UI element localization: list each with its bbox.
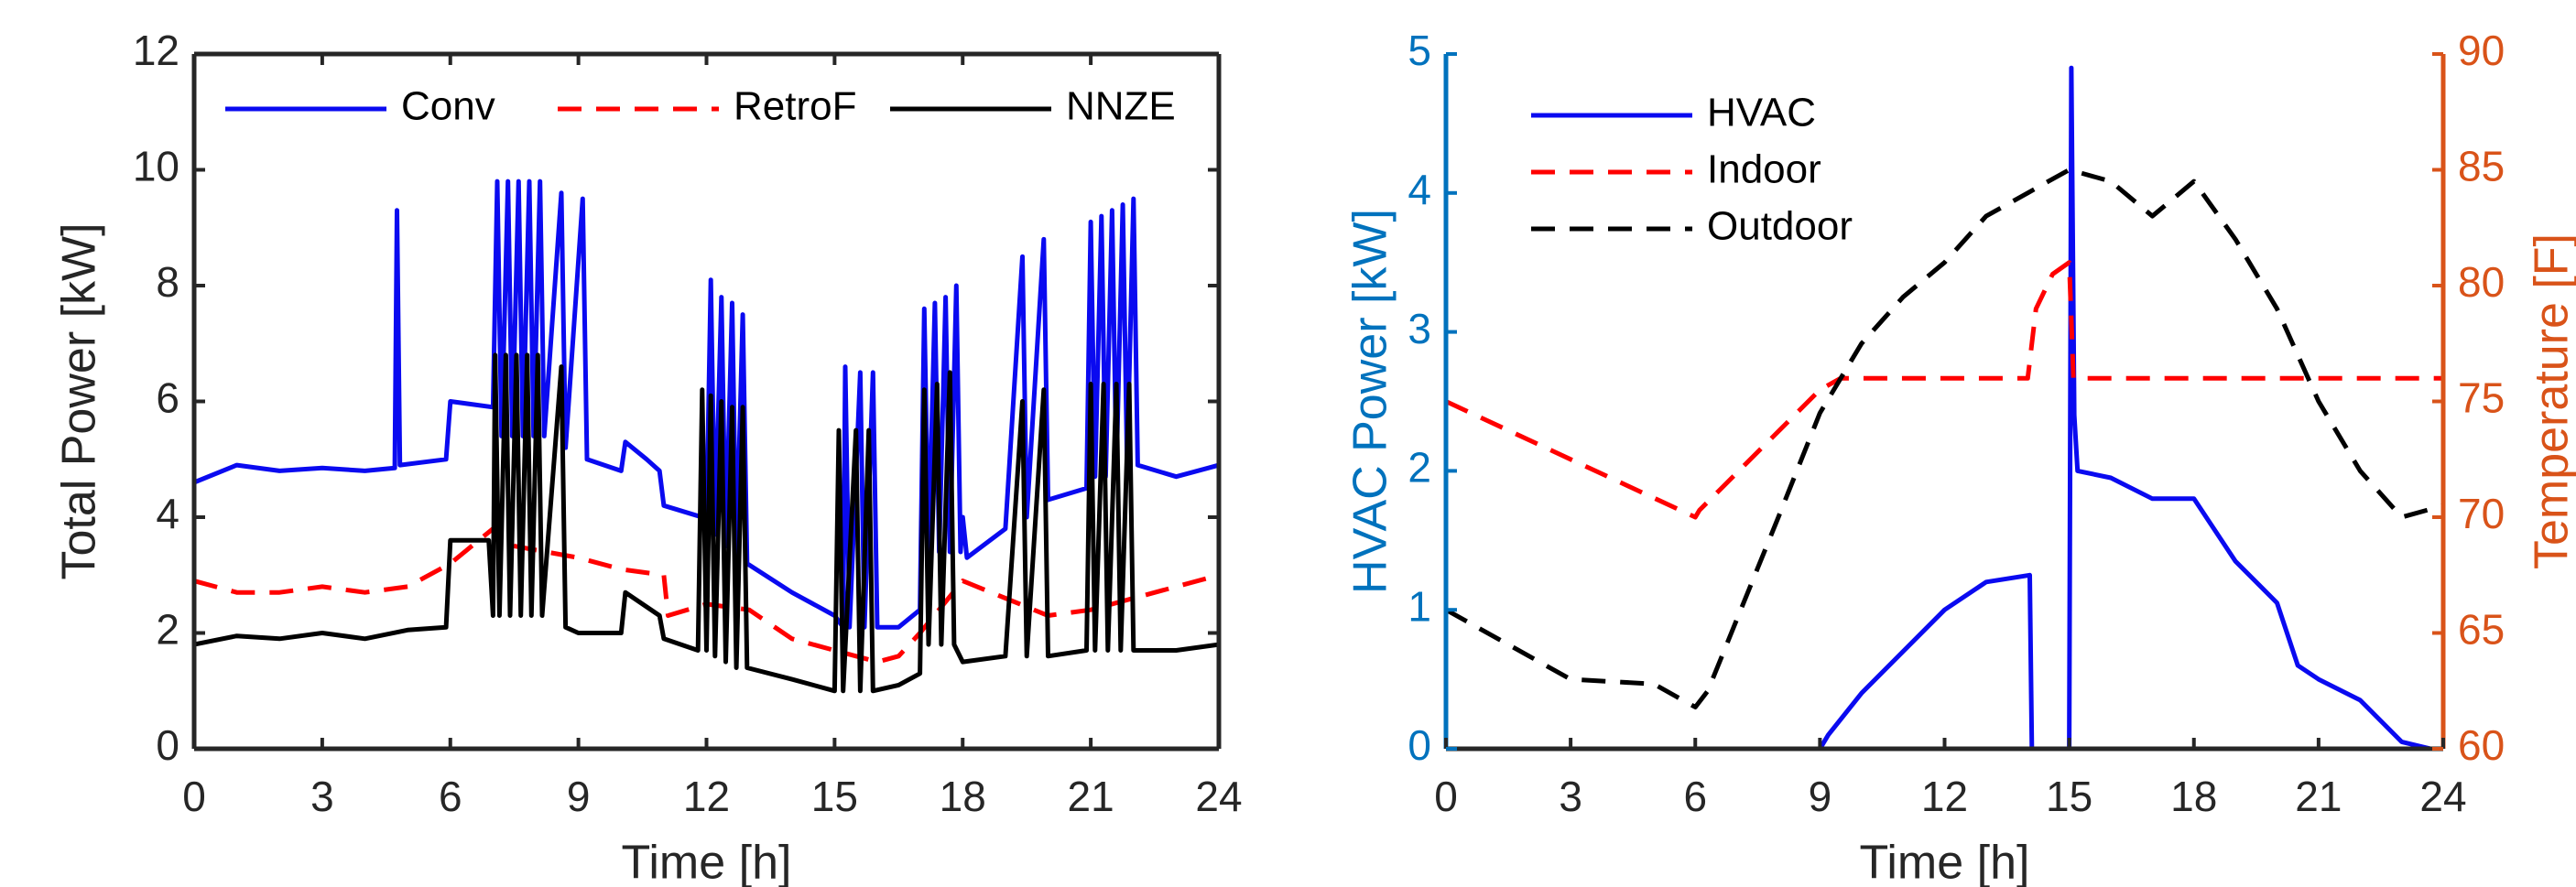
series-line bbox=[1446, 65, 2431, 749]
x-tick-label: 12 bbox=[1921, 773, 1968, 820]
x-tick-label: 0 bbox=[1434, 773, 1458, 820]
x-tick-label: 9 bbox=[1809, 773, 1832, 820]
legend: HVAC Indoor Outdoor bbox=[1531, 91, 1853, 249]
x-tick-label: 18 bbox=[940, 773, 986, 820]
y-tick-label: 0 bbox=[1408, 721, 1431, 769]
x-tick-label: 12 bbox=[683, 773, 730, 820]
y-tick-label: 10 bbox=[133, 143, 179, 190]
y2-tick-label: 60 bbox=[2458, 721, 2505, 769]
y-tick-label: 8 bbox=[156, 258, 179, 306]
y-tick-label: 4 bbox=[1408, 166, 1431, 213]
x-axis-label: Time [h] bbox=[1860, 837, 2030, 887]
y2-tick-label: 75 bbox=[2458, 374, 2505, 422]
x-tick-label: 0 bbox=[182, 773, 206, 820]
y-tick-label: 5 bbox=[1408, 27, 1431, 74]
y-tick-label: 12 bbox=[133, 27, 179, 74]
x-tick-label: 21 bbox=[2295, 773, 2342, 820]
x-tick-label: 15 bbox=[2046, 773, 2092, 820]
y-axis-label: HVAC Power [kW] bbox=[1344, 209, 1397, 594]
y-axis-label: Total Power [kW] bbox=[53, 222, 106, 579]
x-tick-label: 9 bbox=[567, 773, 591, 820]
y-tick-label: 2 bbox=[1408, 444, 1431, 492]
x-tick-label: 24 bbox=[1195, 773, 1242, 820]
legend: Conv RetroF NNZE bbox=[225, 84, 1176, 129]
x-tick-label: 18 bbox=[2170, 773, 2217, 820]
y-tick-label: 0 bbox=[156, 721, 179, 769]
y2-tick-label: 80 bbox=[2458, 258, 2505, 306]
x-tick-label: 6 bbox=[439, 773, 462, 820]
legend-label: RetroF bbox=[734, 84, 856, 129]
x-tick-label: 3 bbox=[1559, 773, 1582, 820]
x-axis-label: Time [h] bbox=[622, 837, 792, 887]
x-tick-label: 6 bbox=[1683, 773, 1707, 820]
y2-axis-label: Temperature [F] bbox=[2526, 233, 2576, 569]
y-tick-label: 3 bbox=[1408, 305, 1431, 352]
y-tick-label: 6 bbox=[156, 374, 179, 422]
series-group bbox=[1446, 65, 2443, 749]
series-line bbox=[194, 352, 1219, 694]
legend-label: HVAC bbox=[1707, 91, 1816, 135]
y2-tick-label: 65 bbox=[2458, 606, 2505, 654]
legend-label: NNZE bbox=[1066, 84, 1176, 129]
x-tick-label: 3 bbox=[310, 773, 334, 820]
series-group bbox=[194, 178, 1219, 694]
x-tick-label: 21 bbox=[1068, 773, 1114, 820]
y2-tick-label: 70 bbox=[2458, 490, 2505, 537]
legend-label: Indoor bbox=[1707, 147, 1821, 192]
y2-tick-label: 90 bbox=[2458, 27, 2505, 74]
x-tick-label: 24 bbox=[2419, 773, 2466, 820]
series-line bbox=[1446, 168, 2443, 709]
y-tick-label: 4 bbox=[156, 490, 179, 537]
series-line bbox=[1446, 260, 2443, 520]
y-tick-label: 1 bbox=[1408, 582, 1431, 630]
y-tick-label: 2 bbox=[156, 606, 179, 654]
x-tick-label: 15 bbox=[811, 773, 858, 820]
y2-tick-label: 85 bbox=[2458, 143, 2505, 190]
legend-label: Outdoor bbox=[1707, 204, 1853, 249]
legend-label: Conv bbox=[401, 84, 495, 129]
